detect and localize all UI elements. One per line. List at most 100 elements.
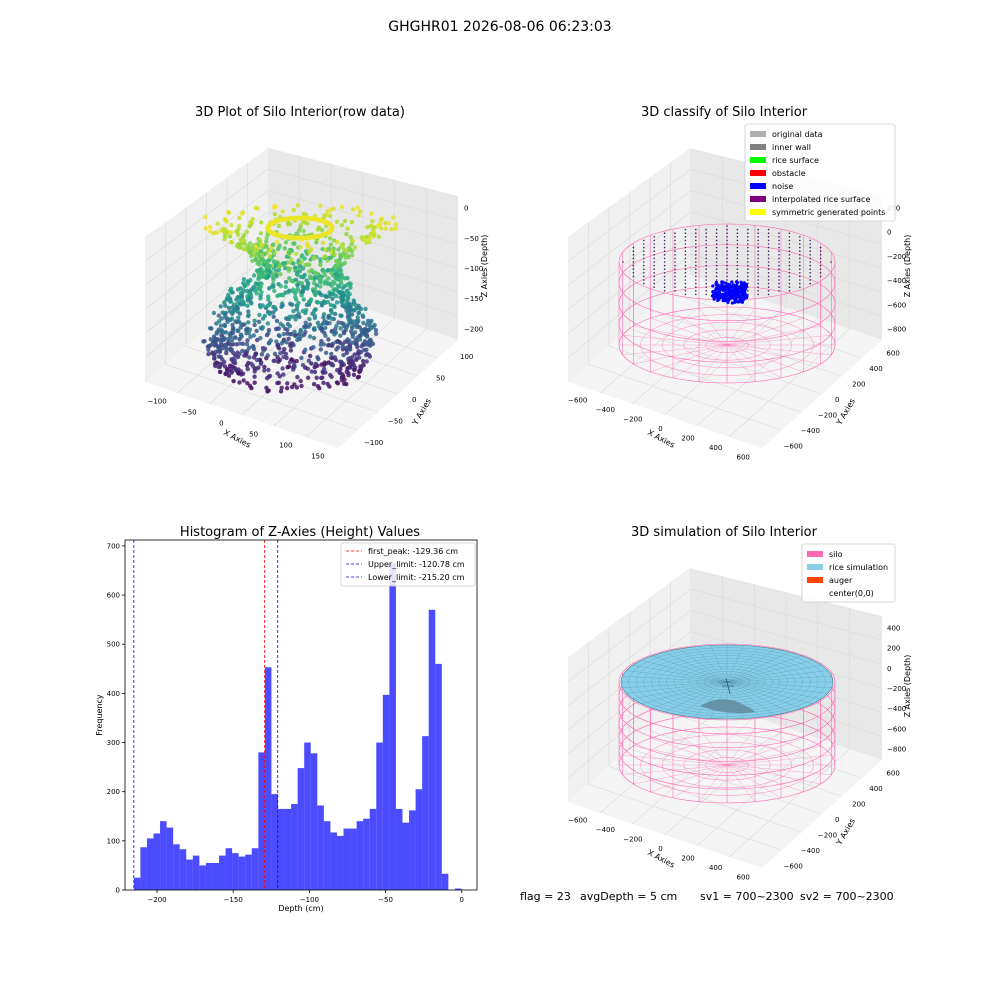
surface-point (747, 250, 749, 252)
silo-floor-spoke (633, 745, 728, 766)
noise-point (715, 286, 719, 290)
raw-point (329, 310, 335, 316)
raw-point (342, 377, 347, 382)
raw-point (259, 326, 265, 331)
raw-point (277, 374, 283, 379)
raw-point (292, 364, 297, 370)
panel4-title: 3D simulation of Silo Interior (631, 525, 818, 540)
raw-point (314, 375, 319, 380)
raw-point (323, 325, 328, 331)
surface-point (747, 264, 749, 267)
raw-point (318, 203, 323, 208)
surface-point (757, 246, 759, 249)
raw-point (329, 283, 334, 288)
surface-point (726, 254, 728, 256)
surface-point (705, 239, 707, 242)
raw-point (360, 330, 366, 335)
surface-point (705, 228, 707, 231)
surface-point (715, 279, 718, 281)
raw-point (339, 363, 344, 368)
noise-point (735, 283, 739, 287)
histogram-bar (291, 803, 298, 890)
panel3-title: Histogram of Z-Axies (Height) Values (180, 525, 420, 540)
raw-point (264, 243, 269, 248)
histogram-bar (356, 821, 364, 890)
raw-point (208, 343, 213, 348)
y-tick-label: 700 (107, 542, 120, 550)
raw-point (270, 242, 276, 247)
histogram-bar (363, 818, 370, 890)
y-tick-label: 200 (107, 788, 120, 796)
surface-point (705, 250, 707, 252)
panel2-legend: original data inner wall rice surface obsta… (744, 123, 896, 222)
surface-point (788, 254, 791, 256)
surface-point (674, 246, 676, 249)
surface-point (715, 236, 718, 238)
surface-point (788, 268, 791, 271)
raw-point (315, 384, 321, 389)
surface-point (819, 272, 822, 274)
surface-point (767, 232, 770, 234)
legend-label: interpolated rice surface (772, 195, 870, 204)
surface-point (632, 268, 635, 271)
surface-point (726, 236, 728, 238)
raw-point (346, 360, 352, 365)
raw-point (304, 308, 309, 313)
legend-label: symmetric generated points (772, 208, 885, 217)
raw-point (247, 224, 252, 229)
raw-point (214, 230, 220, 235)
raw-point (272, 351, 278, 357)
raw-point (299, 383, 304, 389)
raw-point (308, 353, 313, 359)
noise-point (725, 289, 730, 293)
raw-point (286, 268, 292, 273)
noise-point (733, 289, 737, 293)
raw-point (295, 337, 300, 343)
histogram-bar (225, 848, 233, 890)
surface-point (809, 268, 811, 271)
silo-floor-spoke (622, 755, 728, 766)
raw-point (259, 290, 264, 295)
raw-point (287, 324, 293, 329)
raw-point (259, 220, 264, 225)
raw-point (291, 241, 296, 246)
surface-point (643, 268, 645, 271)
raw-point (329, 361, 334, 367)
raw-point (303, 320, 308, 325)
raw-point (209, 326, 214, 331)
raw-point (350, 238, 356, 244)
surface-point (778, 232, 780, 234)
noise-point (721, 285, 725, 289)
surface-point (715, 275, 718, 278)
rice-surface-mesh (664, 651, 728, 683)
raw-point (278, 272, 283, 277)
raw-point (275, 380, 280, 386)
grid-line (305, 328, 427, 438)
histogram-bar (382, 694, 390, 890)
raw-point (271, 314, 276, 319)
raw-point (259, 275, 264, 280)
raw-point (355, 344, 360, 350)
rice-surface-mesh (678, 681, 728, 716)
raw-point (277, 292, 282, 298)
surface-point (757, 254, 759, 256)
histogram-bar (146, 838, 154, 890)
surface-point (788, 239, 791, 242)
surface-point (767, 257, 770, 260)
surface-point (684, 282, 687, 285)
surface-point (674, 290, 676, 292)
histogram-bar (350, 828, 357, 890)
legend-label: rice simulation (829, 563, 888, 572)
surface-point (819, 261, 822, 263)
surface-point (695, 293, 697, 296)
x-tick-label: −150 (224, 896, 243, 904)
surface-point (663, 254, 666, 256)
raw-point (254, 366, 259, 371)
raw-point (229, 370, 234, 375)
rice-surface-mesh (726, 648, 776, 683)
raw-point (303, 263, 308, 268)
x-tick-label: −50 (378, 896, 393, 904)
surface-point (684, 268, 687, 271)
surface-point (684, 275, 687, 278)
silo-floor-spoke (650, 317, 728, 346)
